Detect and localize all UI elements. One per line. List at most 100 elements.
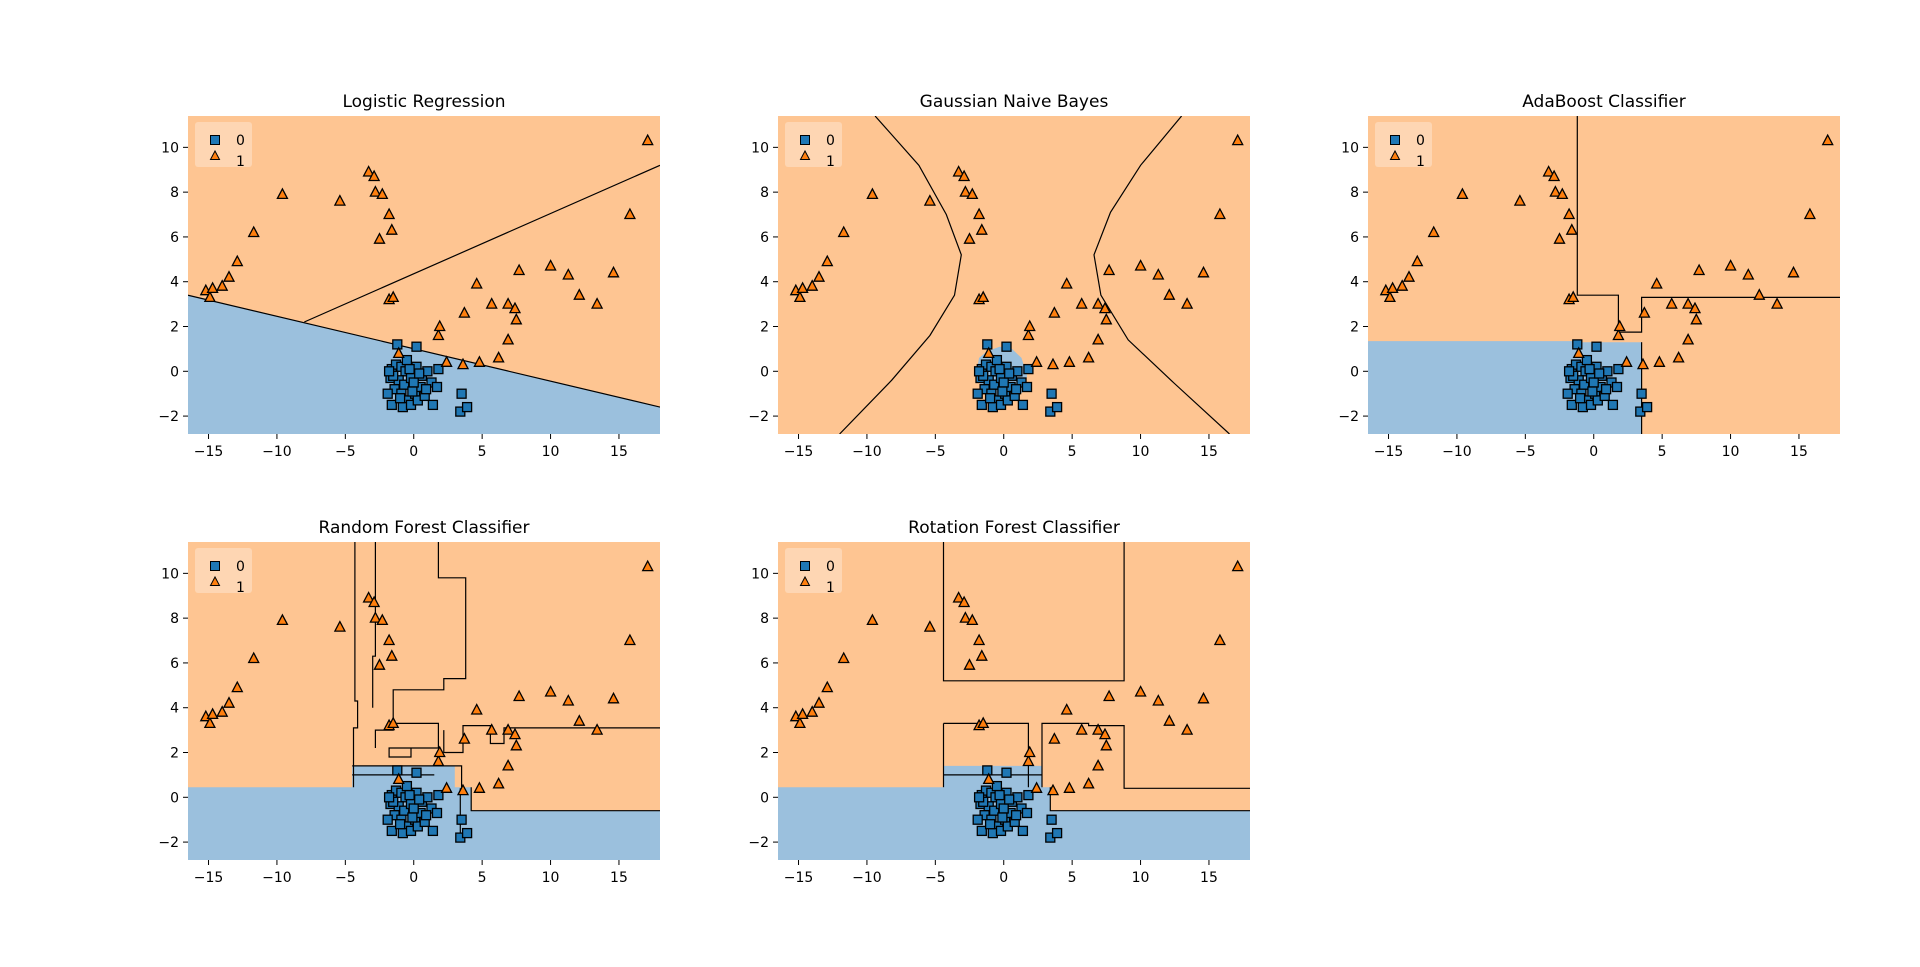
- point-class-0: [984, 819, 996, 830]
- point-class-0: [431, 381, 443, 393]
- point-class-0: [1046, 814, 1057, 825]
- point-class-1: [591, 723, 604, 735]
- point-class-1: [1650, 277, 1663, 289]
- point-class-1: [607, 691, 620, 704]
- point-class-1: [982, 346, 995, 359]
- point-class-1: [1092, 759, 1105, 771]
- point-class-1: [793, 290, 806, 303]
- point-class-1: [1092, 297, 1105, 309]
- point-class-1: [1048, 732, 1061, 744]
- legend-label-1: 1: [826, 580, 835, 596]
- point-class-1: [1075, 297, 1088, 309]
- point-class-1: [952, 591, 965, 603]
- point-class-1: [376, 187, 389, 200]
- point-class-1: [959, 185, 972, 197]
- point-class-1: [1082, 777, 1095, 789]
- point-class-0: [1023, 363, 1034, 375]
- y-tick-label: 4: [170, 275, 179, 291]
- point-class-0: [407, 386, 418, 397]
- point-class-1: [432, 754, 445, 767]
- point-class-1: [1046, 783, 1060, 796]
- point-class-0: [1562, 388, 1573, 399]
- point-class-1: [975, 649, 988, 661]
- y-tick-label: −2: [748, 409, 769, 425]
- point-class-1: [812, 270, 826, 282]
- point-class-1: [1742, 268, 1755, 280]
- point-class-1: [1098, 727, 1112, 740]
- point-class-1: [247, 651, 260, 664]
- point-class-0: [1566, 399, 1577, 411]
- decision-boundary: [188, 294, 660, 408]
- legend-marker-class-1: [209, 575, 221, 586]
- point-class-0: [1594, 368, 1605, 379]
- point-class-1: [1046, 357, 1060, 370]
- point-class-1: [222, 696, 236, 708]
- panel-random-forest-classifier: Random Forest Classifier −15 −10 −5 0 5 10 15−…: [158, 518, 660, 886]
- point-class-1: [485, 297, 498, 309]
- point-class-1: [1060, 277, 1073, 289]
- point-class-1: [806, 279, 819, 291]
- point-class-1: [1620, 355, 1633, 367]
- point-class-1: [977, 716, 990, 729]
- point-class-1: [1542, 165, 1555, 177]
- point-class-0: [1591, 341, 1602, 352]
- point-class-0: [411, 341, 422, 352]
- point-class-0: [382, 814, 393, 825]
- point-class-1: [485, 723, 498, 735]
- point-class-0: [408, 377, 419, 388]
- point-class-1: [387, 716, 400, 729]
- point-class-1: [1613, 319, 1626, 332]
- point-class-1: [1152, 268, 1165, 280]
- point-class-0: [461, 827, 473, 839]
- point-class-1: [1092, 723, 1105, 735]
- point-class-1: [1563, 207, 1576, 220]
- point-class-0: [1010, 384, 1022, 395]
- y-tick-label: −2: [158, 835, 179, 851]
- x-tick-label: 15: [1790, 444, 1808, 460]
- point-class-1: [1556, 187, 1569, 200]
- point-class-1: [544, 685, 557, 697]
- point-class-0: [404, 363, 415, 375]
- y-tick-label: −2: [158, 409, 179, 425]
- point-class-0: [1001, 767, 1012, 778]
- y-tick-label: 6: [760, 656, 769, 672]
- point-class-1: [1100, 312, 1113, 325]
- point-class-0: [972, 388, 983, 399]
- point-class-1: [1063, 781, 1076, 793]
- decision-boundary: [839, 116, 962, 434]
- point-class-1: [1548, 169, 1561, 182]
- legend-box: [1375, 122, 1432, 167]
- point-class-1: [1213, 633, 1226, 646]
- x-tick-label: −10: [262, 870, 292, 886]
- point-class-0: [1587, 386, 1598, 397]
- point-class-1: [362, 165, 375, 177]
- point-class-1: [1048, 306, 1061, 318]
- point-class-1: [1553, 232, 1566, 244]
- point-class-1: [383, 633, 396, 646]
- point-class-1: [1513, 194, 1526, 206]
- point-class-1: [1572, 346, 1585, 359]
- y-tick-label: 6: [1350, 230, 1359, 246]
- legend: 01: [195, 122, 252, 170]
- x-tick-label: −15: [194, 870, 224, 886]
- point-class-1: [982, 772, 995, 785]
- x-tick-label: 10: [1132, 444, 1150, 460]
- point-class-1: [1030, 781, 1043, 793]
- legend-marker-class-1: [1389, 149, 1401, 160]
- point-class-1: [385, 223, 398, 235]
- point-class-1: [502, 723, 515, 735]
- y-tick-label: 4: [760, 275, 769, 291]
- point-class-1: [1092, 333, 1105, 345]
- legend-label-0: 0: [236, 133, 245, 149]
- legend-box: [785, 122, 842, 167]
- x-tick-label: 5: [1068, 870, 1077, 886]
- legend: 01: [785, 548, 842, 596]
- decision-boundary: [388, 722, 439, 758]
- point-class-1: [502, 759, 515, 771]
- x-tick-label: 0: [999, 870, 1008, 886]
- point-class-1: [433, 319, 446, 332]
- y-tick-label: 4: [760, 701, 769, 717]
- point-class-1: [1693, 263, 1706, 276]
- point-class-0: [456, 388, 467, 399]
- point-class-1: [1682, 297, 1695, 309]
